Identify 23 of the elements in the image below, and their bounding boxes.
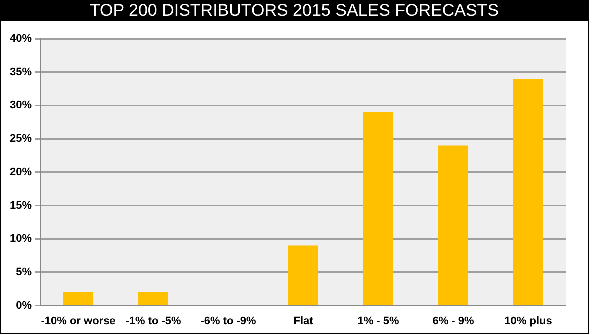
x-tick-label: -1% to -5% <box>126 315 182 328</box>
x-tick-label: 1% - 5% <box>358 315 400 328</box>
y-tick-label: 20% <box>10 166 32 178</box>
x-tick-label: -10% or worse <box>41 315 116 328</box>
y-tick-label: 0% <box>16 300 32 312</box>
bar <box>514 79 544 306</box>
bar <box>288 246 319 306</box>
y-tick-label: 15% <box>10 200 32 212</box>
x-tick-label: Flat <box>294 315 314 328</box>
x-tick-label: 10% plus <box>504 315 552 328</box>
x-tick-label: -6% to -9% <box>200 315 257 328</box>
y-tick-label: 30% <box>10 100 32 112</box>
y-tick-label: 10% <box>10 233 32 246</box>
bar <box>64 292 94 306</box>
bar <box>364 112 394 306</box>
y-tick-label: 35% <box>10 66 32 78</box>
y-tick-label: 40% <box>10 33 32 46</box>
y-tick-label: 5% <box>16 266 32 278</box>
bar <box>438 146 469 306</box>
chart-title: TOP 200 DISTRIBUTORS 2015 SALES FORECASTS <box>1 0 588 21</box>
bar <box>138 292 169 306</box>
y-tick-label: 25% <box>10 133 32 146</box>
x-tick-label: 6% - 9% <box>432 315 475 328</box>
